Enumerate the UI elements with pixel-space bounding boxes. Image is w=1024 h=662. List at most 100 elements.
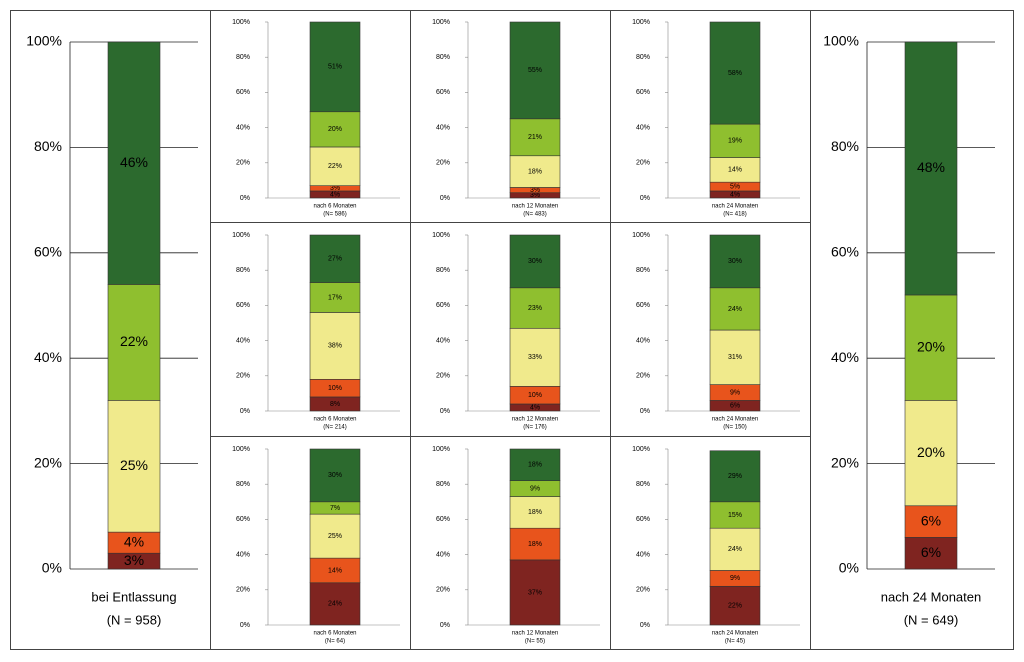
value-label: 55%	[528, 67, 542, 74]
x-tick-label: nach 6 Monaten	[313, 417, 356, 423]
value-label: 27%	[328, 256, 342, 263]
value-label: 14%	[328, 567, 342, 574]
y-tick-label: 100%	[432, 19, 450, 26]
y-tick-label: 80%	[436, 267, 450, 274]
n-label: (N= 418)	[723, 212, 747, 218]
n-label: (N = 649)	[904, 612, 959, 627]
y-tick-label: 100%	[823, 33, 859, 49]
y-tick-label: 0%	[42, 560, 62, 576]
y-tick-label: 100%	[632, 19, 650, 26]
x-tick-label: nach 24 Monaten	[712, 631, 758, 637]
n-label: (N= 64)	[325, 639, 345, 645]
y-tick-label: 20%	[831, 454, 859, 470]
n-label: (N= 55)	[525, 639, 545, 645]
x-tick-label: nach 6 Monaten	[313, 204, 356, 210]
bar-segment	[709, 329, 761, 385]
y-tick-label: 60%	[436, 516, 450, 523]
bar-segment	[509, 527, 561, 561]
bar-segment	[309, 282, 361, 313]
x-tick-label: nach 24 Monaten	[712, 204, 758, 210]
value-label: 30%	[328, 472, 342, 479]
value-label: 3%	[330, 185, 340, 192]
bar-segment	[709, 585, 761, 626]
y-tick-label: 80%	[236, 481, 250, 488]
value-label: 30%	[728, 258, 742, 265]
value-label: 48%	[917, 159, 945, 175]
bar-segment	[309, 312, 361, 380]
y-tick-label: 20%	[636, 587, 650, 594]
y-tick-label: 20%	[436, 587, 450, 594]
y-tick-label: 40%	[636, 124, 650, 131]
value-label: 24%	[728, 546, 742, 553]
y-tick-label: 100%	[232, 19, 250, 26]
outer-frame	[10, 10, 1014, 650]
y-tick-label: 80%	[236, 54, 250, 61]
value-label: 24%	[328, 601, 342, 608]
bar-segment	[509, 496, 561, 529]
value-label: 20%	[917, 444, 945, 460]
y-tick-label: 0%	[440, 195, 450, 202]
y-tick-label: 20%	[236, 587, 250, 594]
y-tick-label: 40%	[636, 337, 650, 344]
value-label: 3%	[124, 552, 144, 568]
value-label: 9%	[530, 485, 540, 492]
y-tick-label: 20%	[436, 373, 450, 380]
y-tick-label: 100%	[232, 446, 250, 453]
y-tick-label: 100%	[432, 446, 450, 453]
bar-segment	[309, 557, 361, 584]
value-label: 14%	[728, 167, 742, 174]
value-label: 22%	[728, 602, 742, 609]
bar-segment	[904, 41, 958, 296]
value-label: 7%	[330, 505, 340, 512]
bar-segment	[107, 284, 161, 401]
value-label: 22%	[120, 333, 148, 349]
y-tick-label: 80%	[34, 138, 62, 154]
x-tick-label: nach 24 Monaten	[712, 417, 758, 423]
bar-segment	[309, 146, 361, 186]
value-label: 58%	[728, 70, 742, 77]
x-tick-label: nach 12 Monaten	[512, 204, 558, 210]
y-tick-label: 80%	[436, 481, 450, 488]
n-label: (N= 214)	[323, 425, 347, 431]
bar-segment	[509, 118, 561, 157]
x-tick-label: nach 12 Monaten	[512, 631, 558, 637]
y-tick-label: 60%	[34, 244, 62, 260]
y-tick-label: 20%	[34, 454, 62, 470]
value-label: 6%	[921, 512, 941, 528]
y-tick-label: 0%	[640, 408, 650, 415]
value-label: 38%	[328, 343, 342, 350]
y-tick-label: 60%	[436, 89, 450, 96]
bar-segment	[509, 327, 561, 387]
bar-segment	[309, 513, 361, 559]
value-label: 23%	[528, 305, 542, 312]
value-label: 29%	[728, 473, 742, 480]
y-tick-label: 80%	[831, 138, 859, 154]
n-label: (N= 483)	[523, 212, 547, 218]
y-tick-label: 80%	[436, 54, 450, 61]
bar-segment	[509, 234, 561, 289]
value-label: 22%	[328, 163, 342, 170]
y-tick-label: 20%	[636, 160, 650, 167]
y-tick-label: 20%	[436, 160, 450, 167]
value-label: 3%	[530, 187, 540, 194]
x-tick-label: nach 12 Monaten	[512, 417, 558, 423]
value-label: 10%	[328, 385, 342, 392]
y-tick-label: 80%	[636, 481, 650, 488]
bar-segment	[509, 559, 561, 626]
value-label: 4%	[730, 191, 740, 198]
y-tick-label: 60%	[831, 244, 859, 260]
bar-segment	[904, 505, 958, 538]
n-label: (N= 45)	[725, 639, 745, 645]
y-tick-label: 40%	[34, 349, 62, 365]
n-label: (N= 586)	[323, 212, 347, 218]
y-tick-label: 80%	[636, 267, 650, 274]
value-label: 9%	[730, 575, 740, 582]
y-tick-label: 60%	[636, 516, 650, 523]
bar-segment	[509, 155, 561, 188]
value-label: 15%	[728, 512, 742, 519]
y-tick-label: 40%	[436, 551, 450, 558]
y-tick-label: 0%	[440, 408, 450, 415]
y-tick-label: 60%	[636, 302, 650, 309]
bar-segment	[709, 450, 761, 503]
